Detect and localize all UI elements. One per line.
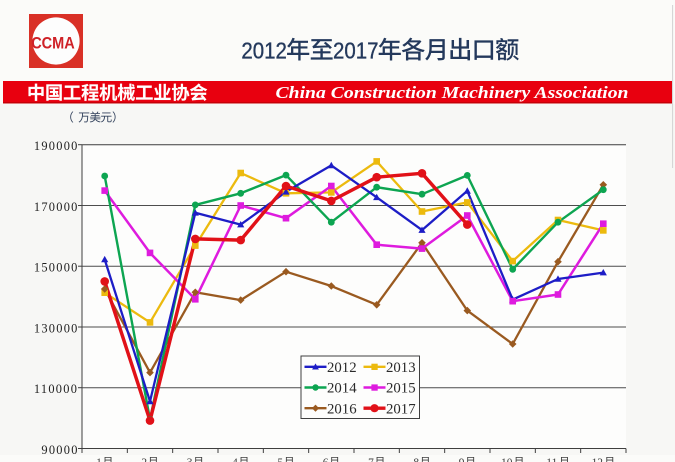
svg-text:170000: 170000 xyxy=(34,200,79,214)
svg-text:9: 9 xyxy=(459,457,465,462)
svg-text:150000: 150000 xyxy=(34,261,79,275)
svg-text:4: 4 xyxy=(232,457,238,462)
svg-text:2013: 2013 xyxy=(386,360,416,376)
svg-text:130000: 130000 xyxy=(34,321,79,335)
svg-text:2014: 2014 xyxy=(327,381,357,397)
svg-text:2016: 2016 xyxy=(327,401,357,417)
svg-text:6: 6 xyxy=(323,457,329,462)
svg-text:8: 8 xyxy=(413,457,419,462)
svg-text:2017: 2017 xyxy=(333,37,379,63)
svg-text:China Construction Machinery A: China Construction Machinery Association xyxy=(276,83,629,102)
svg-text:110000: 110000 xyxy=(34,382,78,396)
svg-text:3: 3 xyxy=(187,457,193,462)
svg-text:2012: 2012 xyxy=(241,37,287,63)
svg-text:11: 11 xyxy=(546,457,557,462)
svg-text:7: 7 xyxy=(368,457,374,462)
svg-text:90000: 90000 xyxy=(41,443,78,457)
svg-text:5: 5 xyxy=(277,457,283,462)
svg-text:2: 2 xyxy=(141,457,147,462)
svg-text:1: 1 xyxy=(96,457,102,462)
svg-text:2015: 2015 xyxy=(386,381,416,397)
svg-text:2017: 2017 xyxy=(386,401,416,417)
svg-text:10: 10 xyxy=(501,457,513,462)
svg-text:CCMA: CCMA xyxy=(31,34,75,53)
svg-text:2012: 2012 xyxy=(327,360,357,376)
svg-text:190000: 190000 xyxy=(34,139,79,153)
svg-text:12: 12 xyxy=(592,457,604,462)
